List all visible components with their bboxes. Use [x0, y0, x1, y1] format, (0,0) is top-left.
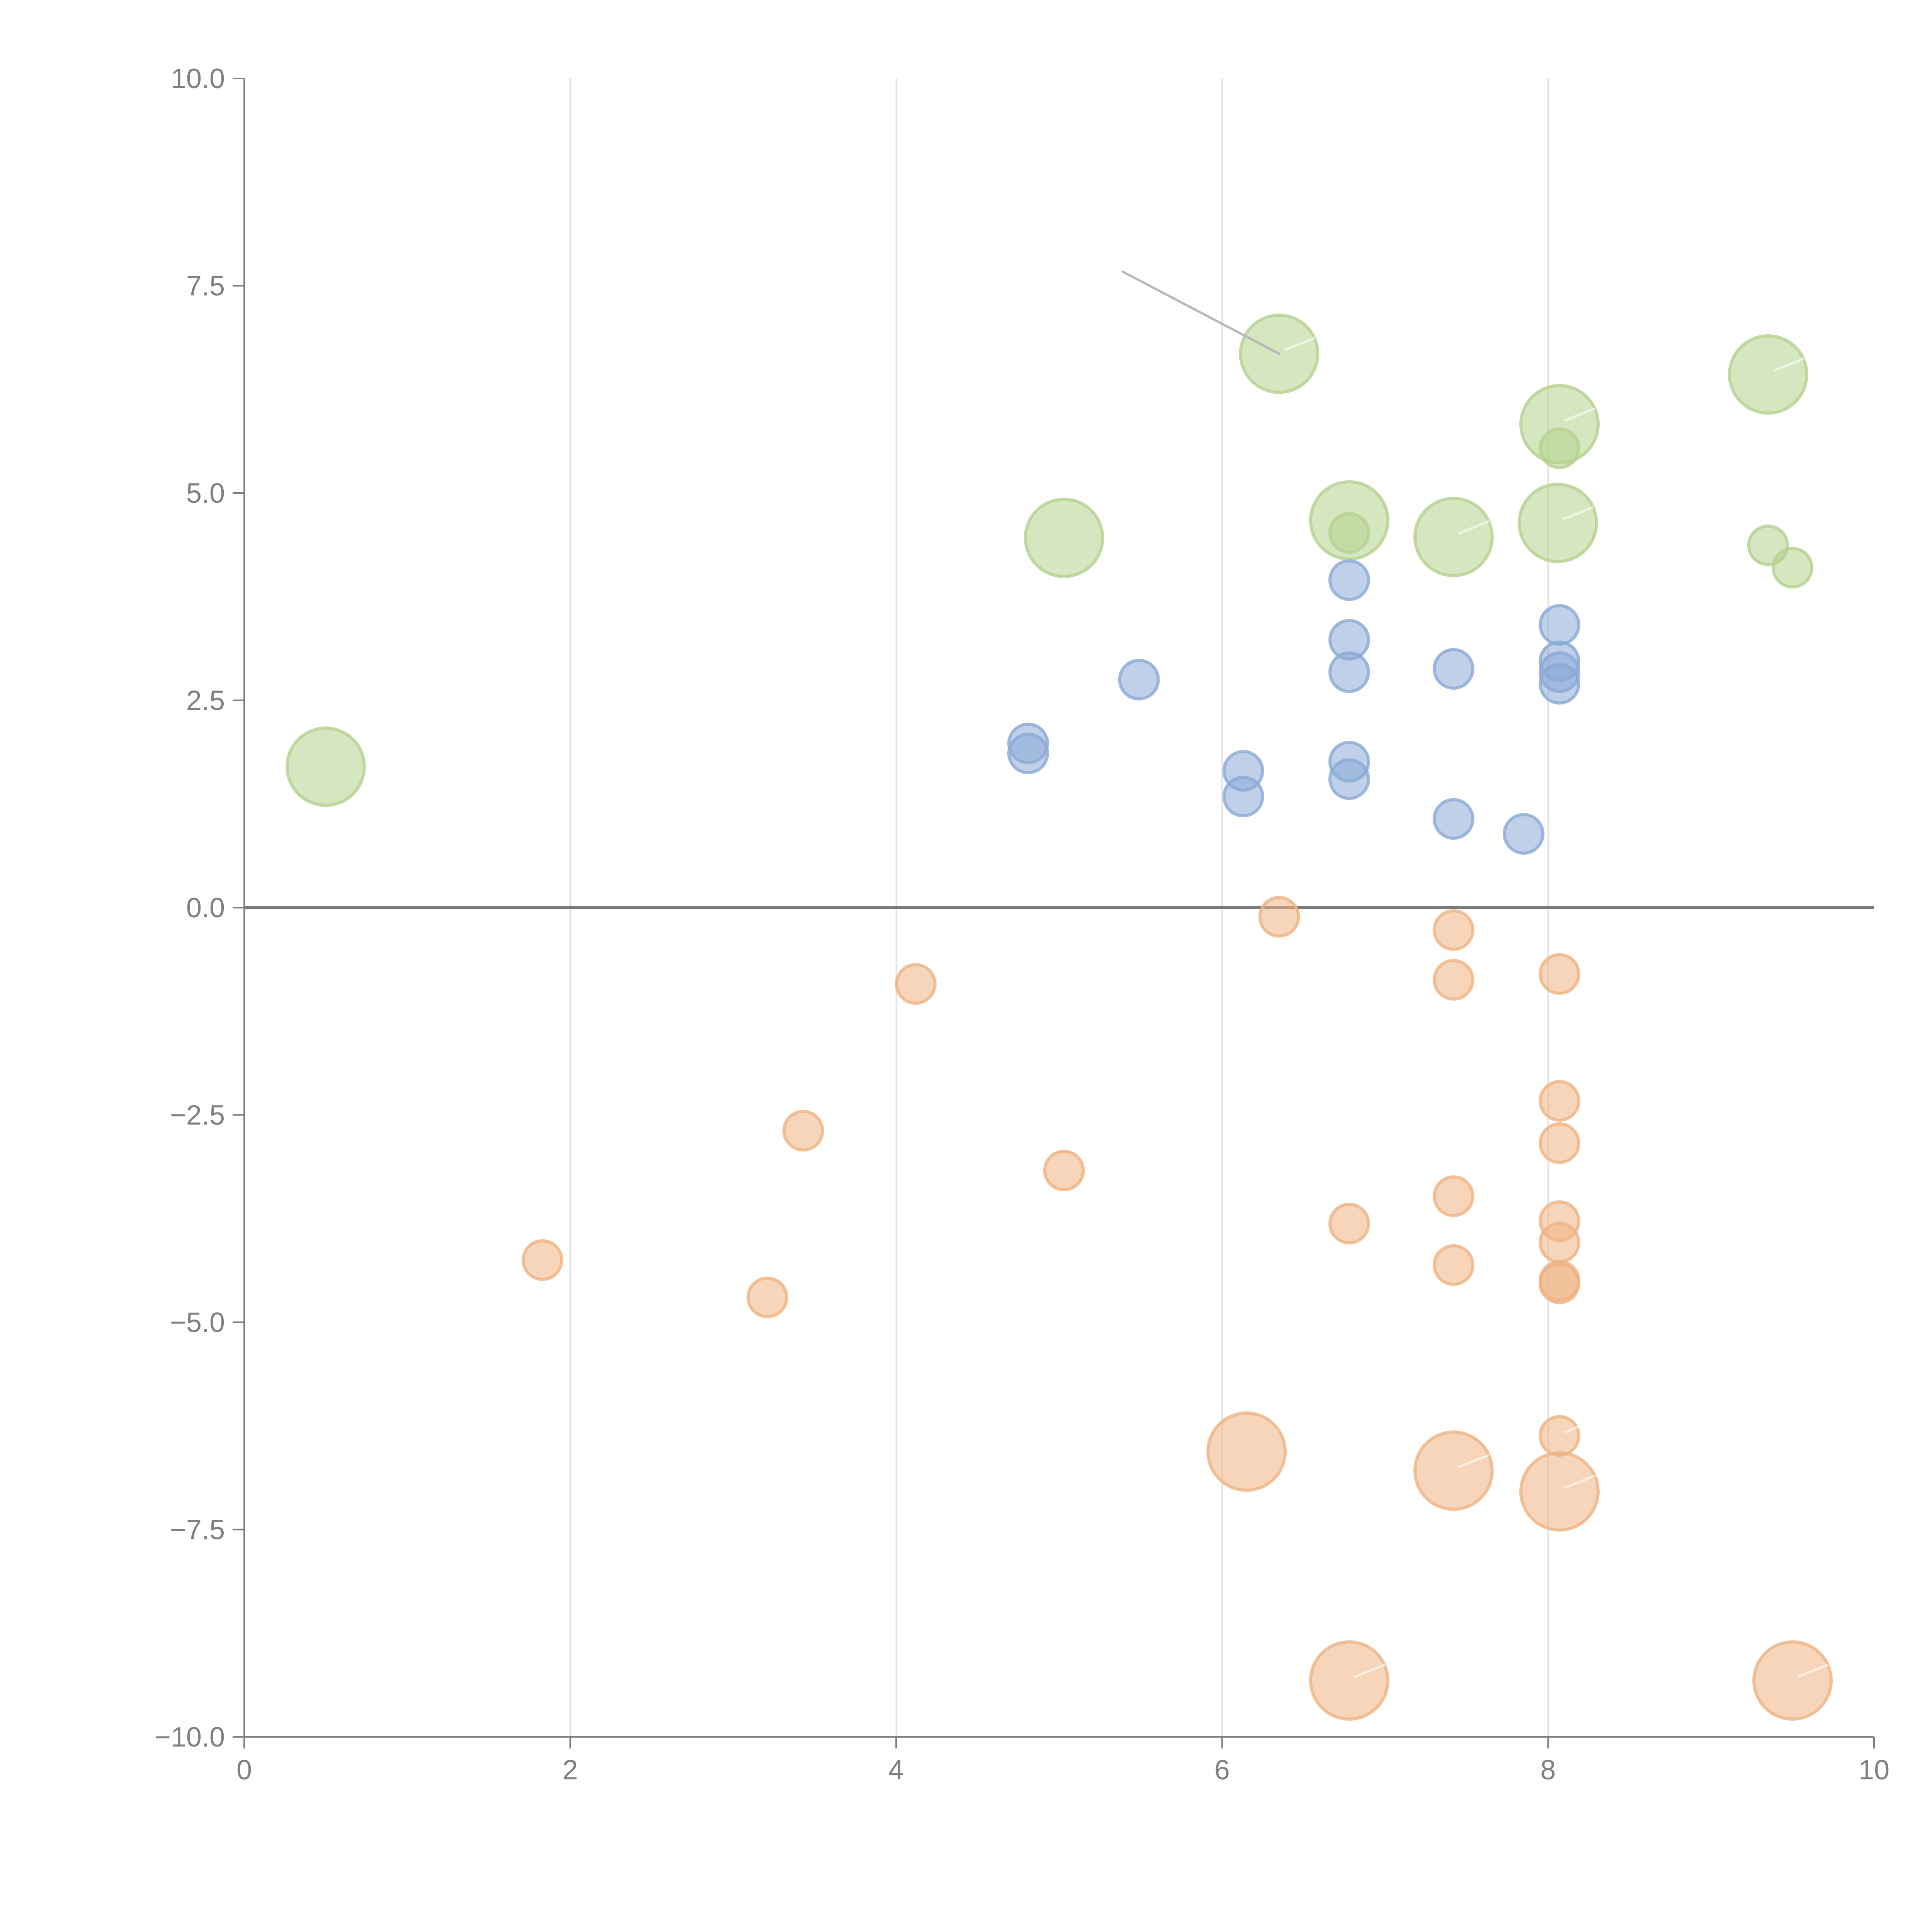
blue-bubble	[1503, 813, 1545, 855]
y-tick-label: −2.5	[170, 1100, 225, 1131]
orange-bubble	[1432, 959, 1475, 1001]
blue-bubble	[1222, 776, 1264, 818]
label-leader-line	[1797, 1664, 1829, 1678]
label-leader-line	[1562, 506, 1594, 520]
blue-bubble	[1328, 651, 1370, 693]
x-tick-label: 8	[1540, 1755, 1556, 1786]
orange-bubble	[521, 1239, 563, 1281]
label-leader-line	[1284, 337, 1315, 351]
green-bubble	[1517, 483, 1598, 563]
y-tick-label: 2.5	[186, 685, 225, 716]
orange-bubble	[1413, 1430, 1494, 1511]
orange-bubble	[1258, 896, 1300, 938]
orange-bubble	[1538, 1262, 1580, 1304]
x-tick-label: 10	[1859, 1755, 1889, 1786]
y-axis-ticks: 10.0 7.5 5.0 2.5 0.0 −2.5 −5.0 −7.5 −10.0	[155, 63, 244, 1753]
orange-bubble	[1432, 1244, 1475, 1286]
orange-bubble	[895, 963, 937, 1005]
annotations	[1121, 270, 1829, 1678]
orange-bubble	[1538, 1122, 1580, 1164]
orange-bubble	[1538, 953, 1580, 995]
blue-bubble	[1328, 559, 1370, 601]
green-bubble	[1413, 497, 1494, 577]
y-tick-label: −5.0	[170, 1307, 225, 1338]
blue-bubble	[1118, 658, 1160, 701]
label-leader-line	[1458, 1454, 1490, 1468]
orange-bubble	[1206, 1411, 1287, 1492]
green-bubble	[1024, 497, 1104, 578]
x-axis-ticks: 0 2 4 6 8 10	[236, 1737, 1889, 1786]
blue-bubble	[1432, 798, 1475, 840]
green-bubble	[1772, 547, 1814, 589]
green-bubble	[1328, 512, 1370, 554]
green-bubble	[1728, 334, 1808, 415]
orange-bubble	[1538, 1415, 1580, 1457]
y-tick-label: 10.0	[171, 63, 225, 94]
green-bubble	[285, 726, 366, 807]
annotation-leader-line	[1121, 270, 1281, 355]
x-tick-label: 0	[236, 1755, 252, 1786]
y-tick-label: −10.0	[155, 1722, 225, 1753]
y-tick-label: 7.5	[186, 271, 225, 302]
label-leader-line	[1458, 520, 1490, 534]
blue-bubble	[1538, 604, 1580, 646]
x-tick-label: 2	[563, 1755, 578, 1786]
label-leader-line	[1564, 1475, 1595, 1489]
green-bubble	[1538, 427, 1580, 469]
orange-bubble	[1328, 1202, 1370, 1245]
label-leader-line	[1772, 358, 1804, 372]
label-leader-line	[1564, 1419, 1595, 1434]
y-tick-label: 0.0	[186, 893, 225, 923]
orange-bubble	[1432, 909, 1475, 951]
orange-bubble	[1752, 1640, 1833, 1721]
blue-bubble	[1538, 663, 1580, 705]
blue-bubble	[1007, 732, 1049, 774]
orange-bubble	[782, 1110, 824, 1152]
blue-bubble	[1432, 648, 1475, 690]
label-leader-line	[1354, 1664, 1385, 1678]
x-tick-label: 6	[1214, 1755, 1230, 1786]
blue-bubble	[1328, 758, 1370, 800]
orange-bubble	[1043, 1150, 1085, 1192]
orange-bubble	[1538, 1221, 1580, 1264]
orange-bubble	[1432, 1175, 1475, 1217]
x-tick-label: 4	[888, 1755, 904, 1786]
y-tick-label: −7.5	[170, 1515, 225, 1546]
label-leader-line	[1564, 407, 1595, 422]
orange-bubble	[1309, 1640, 1389, 1721]
orange-bubble	[746, 1276, 788, 1318]
y-tick-label: 5.0	[186, 478, 225, 509]
orange-bubble	[1538, 1080, 1580, 1122]
data-points	[285, 313, 1833, 1721]
orange-bubble	[1519, 1451, 1600, 1532]
